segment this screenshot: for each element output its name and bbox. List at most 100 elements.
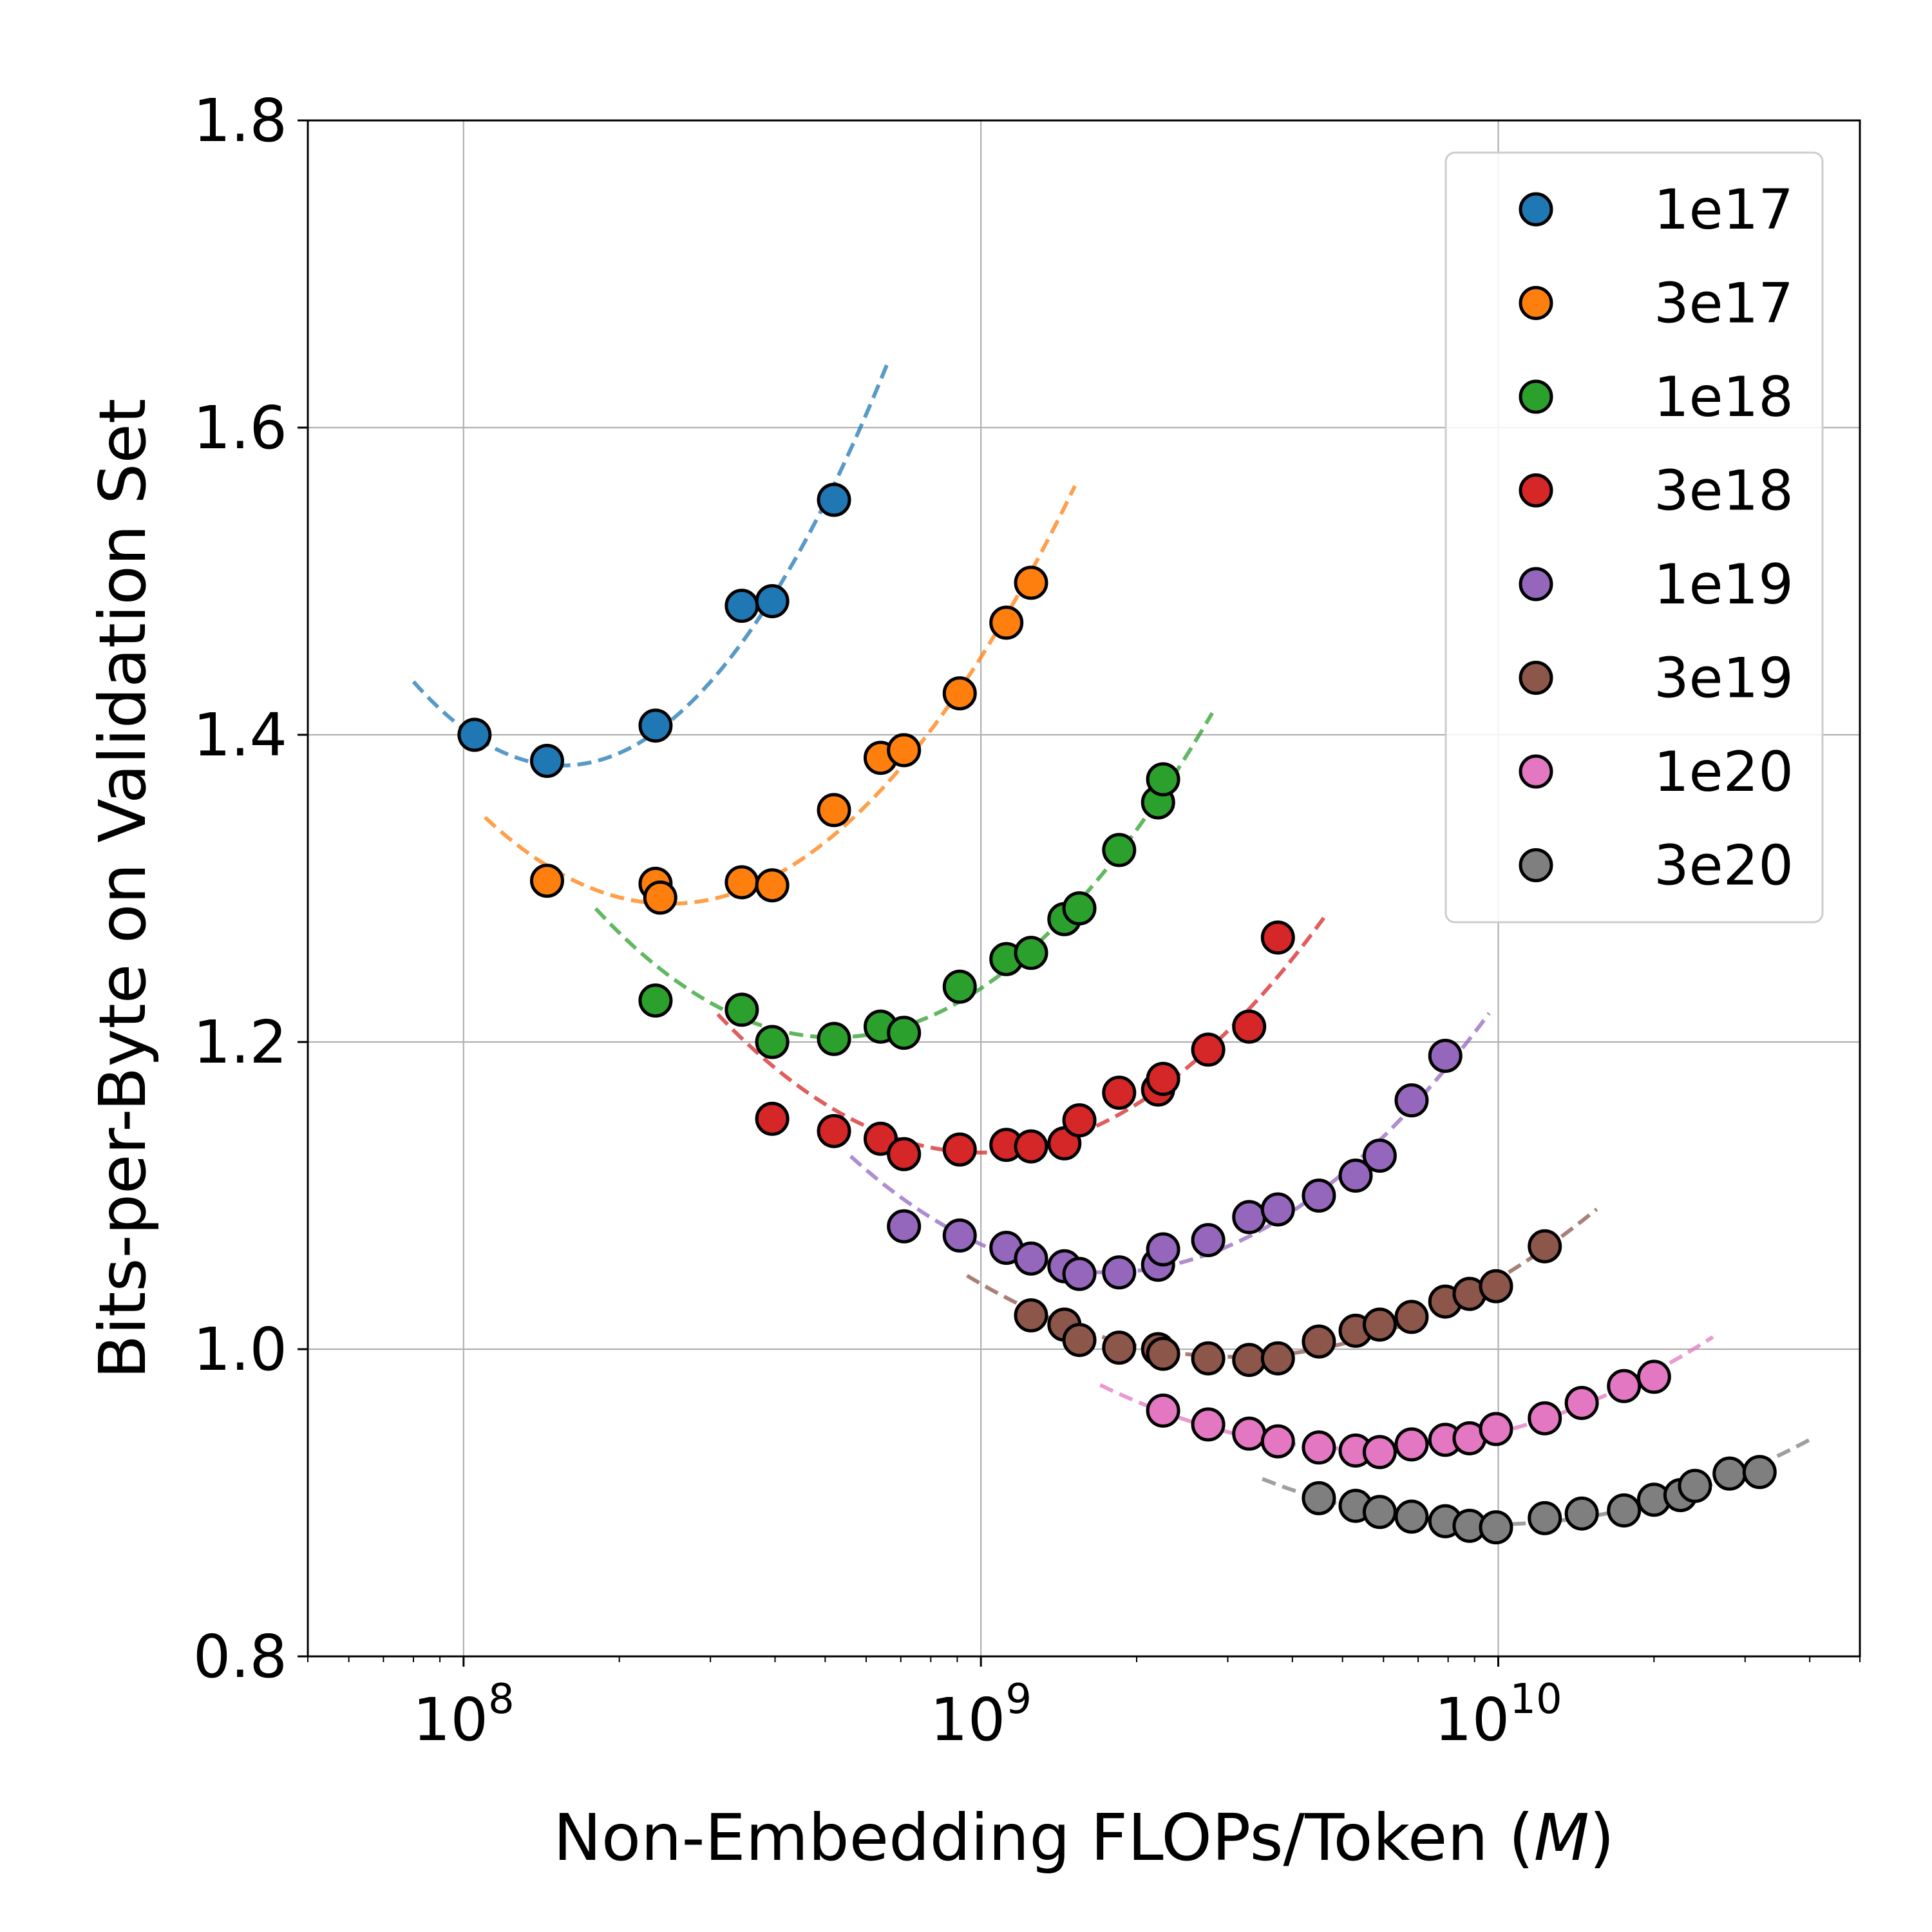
point-1e20 bbox=[1394, 1427, 1429, 1462]
legend-label-3e18: 3e18 bbox=[1654, 459, 1794, 524]
y-tick-label: 0.8 bbox=[193, 1622, 287, 1691]
x-axis-title-italic: M bbox=[1534, 1800, 1589, 1875]
point-1e19 bbox=[1362, 1138, 1397, 1173]
point-3e18 bbox=[1232, 1009, 1267, 1044]
point-1e17 bbox=[457, 717, 492, 752]
legend-marker-3e20 bbox=[1519, 848, 1553, 882]
x-tick-base: 10 bbox=[1434, 1685, 1510, 1754]
point-3e20 bbox=[1302, 1481, 1336, 1515]
point-1e19 bbox=[1428, 1038, 1463, 1073]
point-3e19 bbox=[1232, 1343, 1267, 1378]
point-3e20 bbox=[1678, 1468, 1712, 1503]
legend-marker-1e17 bbox=[1519, 192, 1553, 227]
legend-marker-3e18 bbox=[1519, 473, 1553, 507]
point-3e19 bbox=[1102, 1331, 1137, 1365]
point-3e20 bbox=[1607, 1493, 1642, 1528]
point-1e19 bbox=[942, 1218, 977, 1253]
point-3e18 bbox=[1260, 920, 1295, 955]
y-tick-label: 1.4 bbox=[193, 701, 287, 770]
legend-marker-1e20 bbox=[1519, 754, 1553, 789]
legend-label-3e20: 3e20 bbox=[1654, 834, 1794, 898]
point-1e18 bbox=[1146, 762, 1180, 797]
point-3e19 bbox=[1479, 1269, 1513, 1303]
legend-marker-1e19 bbox=[1519, 567, 1553, 601]
point-1e18 bbox=[638, 983, 673, 1018]
point-3e18 bbox=[887, 1137, 922, 1171]
point-3e19 bbox=[1260, 1341, 1295, 1376]
point-3e19 bbox=[1191, 1341, 1226, 1376]
point-1e20 bbox=[1362, 1435, 1397, 1470]
point-1e18 bbox=[1062, 891, 1097, 926]
legend: 1e17 3e17 1e18 3e18 1e19 3e19 1e20 3e20 bbox=[1444, 151, 1824, 923]
legend-label-1e17: 1e17 bbox=[1654, 178, 1794, 242]
point-3e17 bbox=[724, 865, 759, 900]
point-1e17 bbox=[817, 482, 851, 517]
x-tick-exponent: 10 bbox=[1510, 1676, 1562, 1723]
point-1e19 bbox=[1232, 1200, 1267, 1235]
point-3e18 bbox=[1014, 1129, 1048, 1164]
point-1e20 bbox=[1636, 1359, 1671, 1394]
data-points bbox=[457, 482, 1777, 1545]
x-axis-title-close: ) bbox=[1589, 1800, 1615, 1875]
point-1e18 bbox=[1014, 936, 1048, 971]
point-3e17 bbox=[755, 868, 790, 903]
point-3e20 bbox=[1742, 1455, 1777, 1490]
point-3e17 bbox=[887, 733, 922, 768]
point-3e18 bbox=[1062, 1103, 1097, 1138]
y-tick-label: 1.6 bbox=[193, 393, 287, 462]
x-tick-label: 109 bbox=[930, 1676, 1032, 1754]
point-3e19 bbox=[1394, 1300, 1429, 1334]
point-1e19 bbox=[1302, 1179, 1336, 1213]
point-1e19 bbox=[1191, 1223, 1226, 1258]
point-1e18 bbox=[942, 969, 977, 1004]
point-3e18 bbox=[1191, 1032, 1226, 1067]
point-1e17 bbox=[724, 589, 759, 623]
point-3e19 bbox=[1062, 1323, 1097, 1358]
point-1e18 bbox=[887, 1016, 922, 1050]
legend-label-3e19: 3e19 bbox=[1654, 647, 1794, 711]
point-1e19 bbox=[1102, 1255, 1137, 1290]
point-3e17 bbox=[817, 793, 851, 828]
x-tick-base: 10 bbox=[930, 1685, 1005, 1754]
point-3e18 bbox=[1146, 1061, 1180, 1096]
y-tick-label: 1.8 bbox=[193, 86, 287, 155]
point-1e20 bbox=[1607, 1368, 1642, 1403]
point-3e18 bbox=[863, 1121, 898, 1156]
point-1e20 bbox=[1302, 1430, 1336, 1465]
point-1e19 bbox=[1146, 1232, 1180, 1267]
point-1e20 bbox=[1564, 1385, 1599, 1420]
point-1e20 bbox=[1232, 1416, 1267, 1451]
point-3e17 bbox=[529, 864, 564, 898]
point-1e18 bbox=[755, 1025, 790, 1059]
x-tick-label: 1010 bbox=[1434, 1676, 1562, 1754]
point-3e18 bbox=[755, 1101, 790, 1136]
point-3e20 bbox=[1712, 1456, 1747, 1491]
legend-marker-3e19 bbox=[1519, 661, 1553, 695]
point-3e17 bbox=[643, 880, 677, 915]
point-3e18 bbox=[1102, 1075, 1137, 1110]
point-1e20 bbox=[1479, 1412, 1513, 1446]
y-axis: 0.8 1.0 1.2 1.4 1.6 1.8 bbox=[193, 86, 308, 1691]
x-tick-base: 10 bbox=[413, 1685, 488, 1754]
point-1e17 bbox=[529, 744, 564, 779]
point-1e17 bbox=[755, 584, 790, 619]
x-tick-exponent: 8 bbox=[488, 1676, 515, 1723]
legend-marker-1e18 bbox=[1519, 379, 1553, 414]
point-1e20 bbox=[1146, 1393, 1180, 1428]
point-1e17 bbox=[638, 708, 673, 743]
legend-label-1e18: 1e18 bbox=[1654, 365, 1794, 430]
legend-label-3e17: 3e17 bbox=[1654, 272, 1794, 336]
point-1e19 bbox=[1014, 1241, 1048, 1276]
point-1e19 bbox=[887, 1209, 922, 1244]
point-3e20 bbox=[1564, 1496, 1599, 1531]
point-1e20 bbox=[1191, 1407, 1226, 1442]
point-3e19 bbox=[1146, 1336, 1180, 1371]
point-3e20 bbox=[1362, 1495, 1397, 1530]
point-3e17 bbox=[989, 605, 1024, 640]
x-axis: 108 109 1010 bbox=[307, 1656, 1861, 1754]
point-1e18 bbox=[1102, 833, 1137, 867]
point-3e17 bbox=[942, 676, 977, 711]
point-3e19 bbox=[1362, 1307, 1397, 1342]
point-3e19 bbox=[1528, 1229, 1562, 1264]
